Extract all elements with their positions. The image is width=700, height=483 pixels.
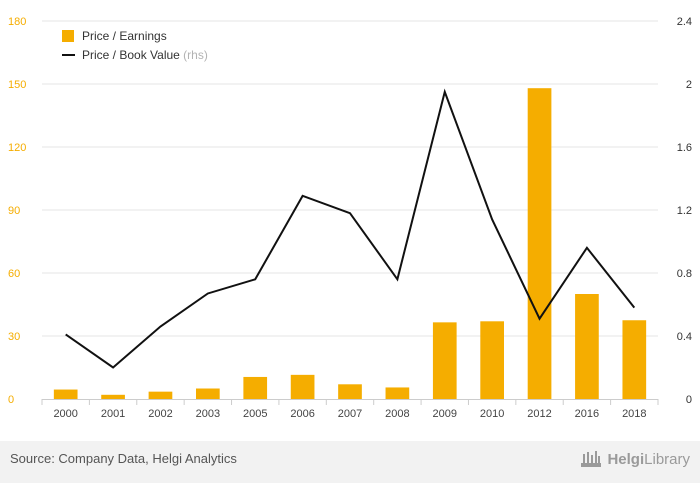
logo-text-library: Library — [644, 450, 690, 468]
x-tick-label: 2001 — [101, 408, 125, 420]
x-tick-label: 2016 — [575, 408, 599, 420]
pe-bar — [243, 376, 268, 399]
pe-bar — [290, 374, 315, 399]
x-tick-label: 2005 — [243, 408, 267, 420]
pe-bar — [101, 394, 125, 399]
library-building-icon — [581, 451, 602, 467]
y-right-tick-label: 0 — [686, 394, 692, 406]
y-left-tick-label: 180 — [8, 16, 26, 28]
pe-bar — [196, 388, 220, 399]
legend-label-pe: Price / Earnings — [82, 29, 167, 43]
source-note: Source: Company Data, Helgi Analytics — [10, 451, 237, 466]
y-right-tick-label: 2.4 — [677, 16, 692, 28]
y-axis-left: 0 30 60 90 120 150 180 — [8, 16, 26, 406]
x-tick-label: 2009 — [433, 408, 457, 420]
y-right-tick-label: 1.2 — [677, 205, 692, 217]
x-tick-label: 2002 — [148, 408, 172, 420]
y-right-tick-label: 2 — [686, 79, 692, 91]
x-axis: 2000 2001 2002 2003 2005 2006 2007 2008 2009 2010… — [41, 399, 659, 420]
gridlines — [42, 20, 658, 337]
y-left-tick-label: 60 — [8, 268, 20, 280]
x-tick-label: 2000 — [53, 408, 77, 420]
logo-text-helgi: Helgi — [607, 450, 645, 468]
x-tick-label: 2010 — [480, 408, 504, 420]
legend: Price / Earnings Price / Book Value (rhs) — [62, 29, 208, 62]
x-tick-label: 2006 — [290, 408, 314, 420]
x-tick-label: 2012 — [527, 408, 551, 420]
y-left-tick-label: 90 — [8, 205, 20, 217]
y-left-tick-label: 120 — [8, 142, 26, 154]
footer: Source: Company Data, Helgi Analytics He… — [0, 441, 700, 483]
pe-bar — [432, 322, 457, 399]
helgi-library-logo: Helgi Library — [579, 449, 690, 469]
y-left-tick-label: 150 — [8, 79, 26, 91]
pe-bar — [527, 88, 552, 399]
pbv-line-series — [65, 88, 636, 369]
legend-swatch-pe — [62, 30, 74, 42]
pe-bar — [53, 389, 78, 399]
pbv-line — [65, 88, 636, 369]
pe-bar — [385, 387, 410, 399]
legend-label-pbv: Price / Book Value (rhs) — [82, 48, 208, 62]
pe-bar — [622, 320, 647, 399]
y-right-tick-label: 0.8 — [677, 268, 692, 280]
legend-label-pbv-suffix: (rhs) — [183, 48, 208, 62]
y-left-tick-label: 30 — [8, 331, 20, 343]
y-axis-right: 0 0.4 0.8 1.2 1.6 2 2.4 — [677, 16, 692, 406]
chart: 2000 2001 2002 2003 2005 2006 2007 2008 2009 2010… — [8, 16, 692, 420]
x-tick-label: 2008 — [385, 408, 409, 420]
pe-bar — [338, 384, 362, 399]
pe-bars — [53, 88, 647, 399]
y-left-tick-label: 0 — [8, 394, 14, 406]
pe-bar — [480, 321, 504, 399]
x-tick-label: 2007 — [338, 408, 362, 420]
pe-bar — [148, 391, 173, 399]
pe-bar — [575, 294, 599, 399]
x-tick-label: 2018 — [622, 408, 646, 420]
y-right-tick-label: 1.6 — [677, 142, 692, 154]
y-right-tick-label: 0.4 — [677, 331, 692, 343]
x-tick-label: 2003 — [196, 408, 220, 420]
